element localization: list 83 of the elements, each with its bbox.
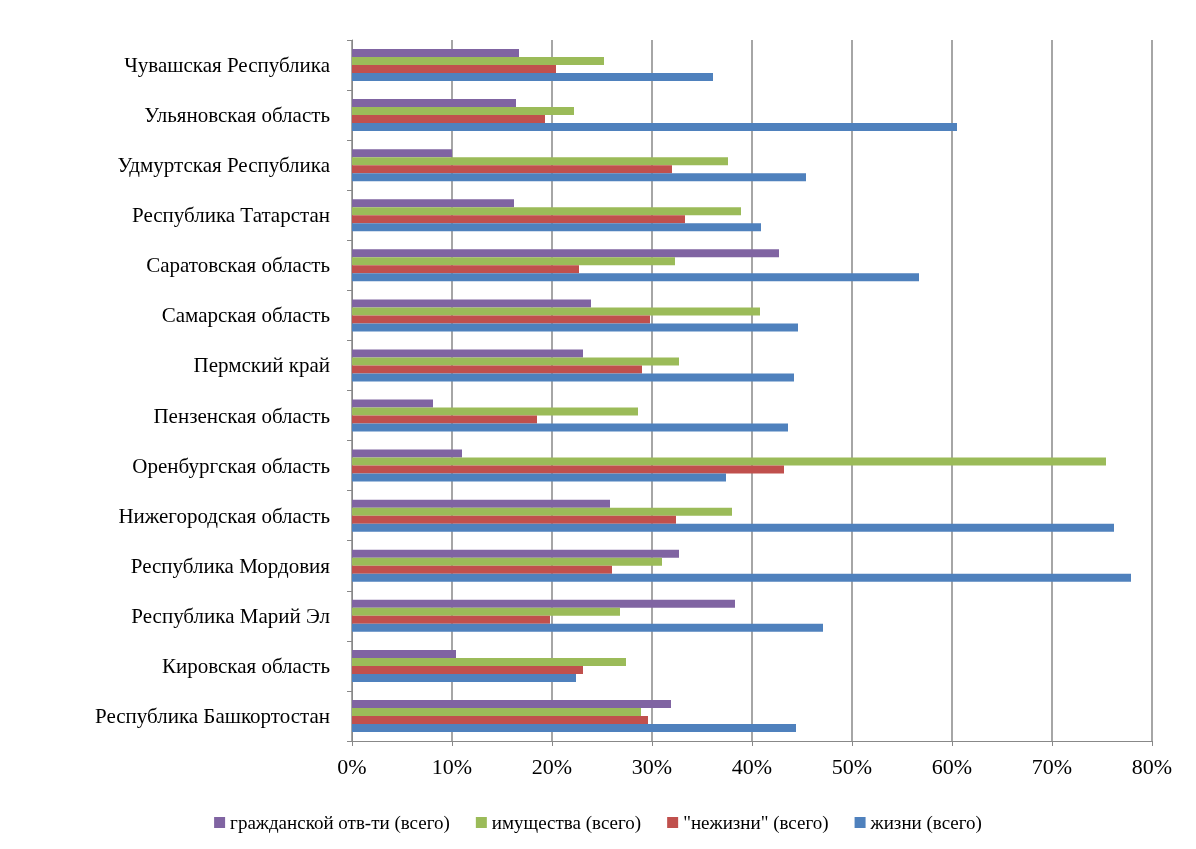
bar	[352, 357, 679, 366]
x-tick-label: 0%	[337, 753, 367, 779]
bar	[352, 573, 1131, 582]
bar	[352, 165, 672, 174]
bar	[352, 323, 798, 332]
y-tick-label: Республика Татарстан	[131, 203, 330, 228]
bar	[352, 207, 741, 216]
bar	[352, 107, 574, 116]
bar	[352, 123, 957, 132]
x-tick-label: 70%	[1031, 753, 1073, 779]
bar	[352, 599, 735, 608]
y-tick-label: Удмуртская Республика	[117, 153, 331, 178]
bar	[352, 665, 583, 674]
bar	[352, 715, 648, 724]
bar	[352, 423, 788, 432]
bar	[352, 507, 732, 516]
x-tick-label: 50%	[831, 753, 873, 779]
bar	[352, 65, 556, 74]
bar	[352, 365, 642, 374]
y-tick-label: Оренбургская область	[132, 453, 330, 478]
bar	[352, 257, 675, 266]
bar	[352, 349, 583, 358]
bar	[352, 249, 779, 258]
bar	[352, 465, 784, 474]
x-tick-label: 60%	[931, 753, 973, 779]
bar	[352, 57, 604, 66]
bar	[352, 399, 433, 408]
bar	[352, 523, 1114, 532]
legend-label: гражданской отв-ти (всего)	[230, 812, 450, 834]
y-tick-label: Чувашская Республика	[124, 53, 331, 78]
bar	[352, 315, 650, 324]
bar	[352, 699, 671, 708]
bar	[352, 615, 550, 624]
legend-label: жизни (всего)	[869, 812, 982, 834]
y-tick-label: Ульяновская область	[144, 103, 330, 128]
bar	[352, 49, 519, 58]
bar	[352, 223, 761, 232]
bar	[352, 515, 676, 524]
legend-label: имущества (всего)	[491, 812, 642, 834]
legend-label: "нежизни" (всего)	[683, 812, 829, 834]
bar	[352, 265, 579, 274]
y-tick-label: Пермский край	[193, 353, 330, 378]
bar	[352, 565, 612, 574]
y-tick-label: Самарская область	[161, 303, 330, 328]
bar	[352, 299, 591, 308]
bar	[352, 473, 726, 482]
y-tick-label: Республика Башкортостан	[94, 703, 330, 728]
y-tick-label: Нижегородская область	[118, 503, 330, 528]
bar	[352, 407, 638, 416]
bar	[352, 215, 685, 224]
bar	[352, 499, 610, 508]
x-tick-label: 10%	[431, 753, 473, 779]
bar	[352, 649, 456, 658]
bar	[352, 657, 626, 666]
bar	[352, 723, 796, 732]
bar	[352, 157, 728, 166]
x-tick-label: 40%	[731, 753, 773, 779]
x-tick-label: 80%	[1131, 753, 1173, 779]
y-tick-label: Республика Мордовия	[130, 553, 331, 578]
bar	[352, 199, 514, 208]
bar	[352, 307, 760, 316]
bar	[352, 149, 452, 158]
bar	[352, 115, 545, 124]
x-tick-label: 20%	[531, 753, 573, 779]
bar	[352, 373, 794, 382]
bar	[352, 623, 823, 632]
bar	[352, 73, 713, 82]
bar	[352, 557, 662, 566]
bar	[352, 607, 620, 616]
y-tick-label: Саратовская область	[146, 253, 330, 278]
y-tick-label: Республика Марий Эл	[131, 603, 330, 628]
bar	[352, 707, 641, 716]
bar	[352, 457, 1106, 466]
bar	[352, 273, 919, 282]
x-tick-label: 30%	[631, 753, 673, 779]
bar	[352, 673, 576, 682]
bar	[352, 549, 679, 558]
bar	[352, 449, 462, 458]
bar	[352, 415, 537, 424]
bar	[352, 173, 806, 182]
y-tick-label: Пензенская область	[153, 403, 330, 428]
y-tick-label: Кировская область	[161, 653, 330, 678]
bar	[352, 99, 516, 108]
